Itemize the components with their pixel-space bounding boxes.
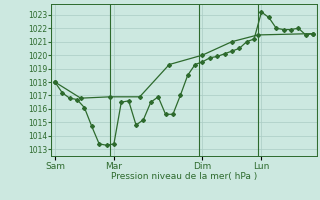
X-axis label: Pression niveau de la mer( hPa ): Pression niveau de la mer( hPa ) — [111, 172, 257, 181]
